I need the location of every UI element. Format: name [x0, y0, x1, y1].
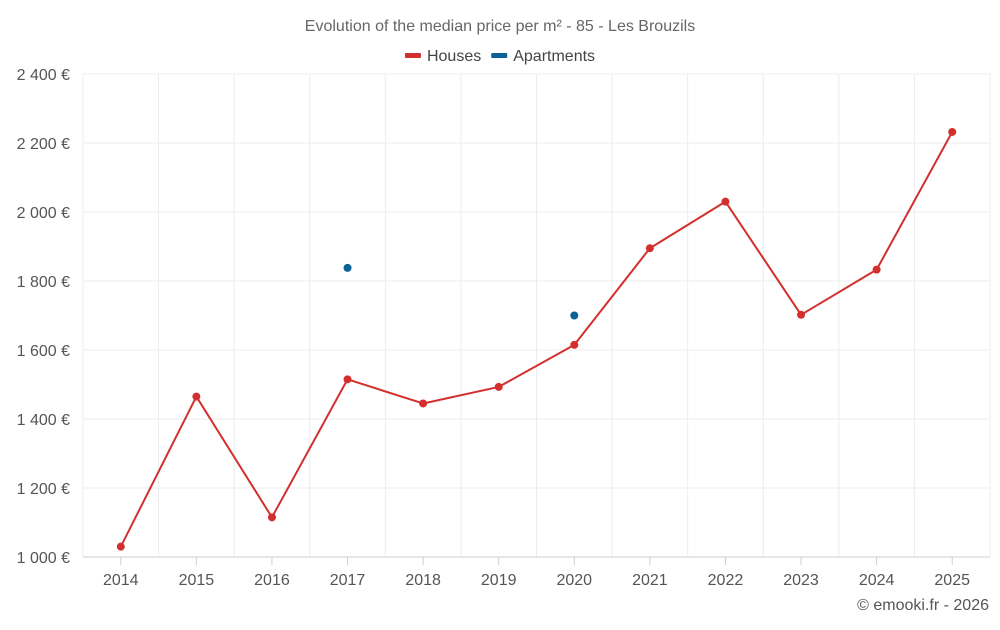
legend: Houses Apartments: [404, 48, 595, 65]
series-houses: [116, 127, 957, 551]
series-layer: [116, 127, 957, 551]
apartments-point[interactable]: [343, 263, 352, 272]
y-tick-label: 1 000 €: [17, 550, 70, 567]
x-tick-label: 2022: [708, 572, 744, 589]
houses-point[interactable]: [797, 310, 806, 319]
houses-point[interactable]: [343, 375, 352, 384]
y-tick-label: 2 000 €: [17, 205, 70, 222]
houses-point[interactable]: [494, 382, 503, 391]
legend-item-apartments[interactable]: Apartments: [491, 48, 595, 65]
x-tick-label: 2014: [103, 572, 139, 589]
legend-label: Houses: [427, 48, 481, 65]
houses-point[interactable]: [267, 513, 276, 522]
houses-point[interactable]: [872, 265, 881, 274]
y-tick-label: 2 200 €: [17, 136, 70, 153]
x-tick-label: 2015: [179, 572, 215, 589]
houses-point[interactable]: [948, 127, 957, 136]
apartments-point[interactable]: [570, 311, 579, 320]
legend-label: Apartments: [513, 48, 595, 65]
x-tick-label: 2025: [934, 572, 970, 589]
x-tick-label: 2018: [405, 572, 441, 589]
x-tick-label: 2019: [481, 572, 517, 589]
x-tick-label: 2020: [556, 572, 592, 589]
houses-point[interactable]: [419, 399, 428, 408]
copyright-text: © emooki.fr - 2026: [857, 597, 989, 614]
x-tick-label: 2017: [330, 572, 366, 589]
y-tick-label: 1 600 €: [17, 343, 70, 360]
houses-point[interactable]: [192, 392, 201, 401]
legend-swatch: [491, 53, 508, 58]
grid: [82, 73, 991, 557]
y-tick-label: 1 200 €: [17, 481, 70, 498]
houses-point[interactable]: [645, 244, 654, 253]
legend-swatch: [404, 53, 421, 58]
x-tick-label: 2024: [859, 572, 895, 589]
houses-point[interactable]: [570, 340, 579, 349]
y-tick-label: 2 400 €: [17, 67, 70, 84]
x-tick-label: 2016: [254, 572, 290, 589]
series-apartments: [343, 263, 579, 320]
legend-item-houses[interactable]: Houses: [404, 48, 481, 65]
y-tick-label: 1 400 €: [17, 412, 70, 429]
axes: 1 000 € 1 200 € 1 400 € 1 600 € 1 800 € 2 000…: [17, 67, 990, 589]
x-tick-label: 2023: [783, 572, 819, 589]
x-tick-label: 2021: [632, 572, 668, 589]
chart-title: Evolution of the median price per m² - 8…: [305, 18, 695, 35]
houses-point[interactable]: [116, 542, 125, 551]
y-tick-label: 1 800 €: [17, 274, 70, 291]
houses-line: [119, 130, 954, 548]
houses-point[interactable]: [721, 197, 730, 206]
